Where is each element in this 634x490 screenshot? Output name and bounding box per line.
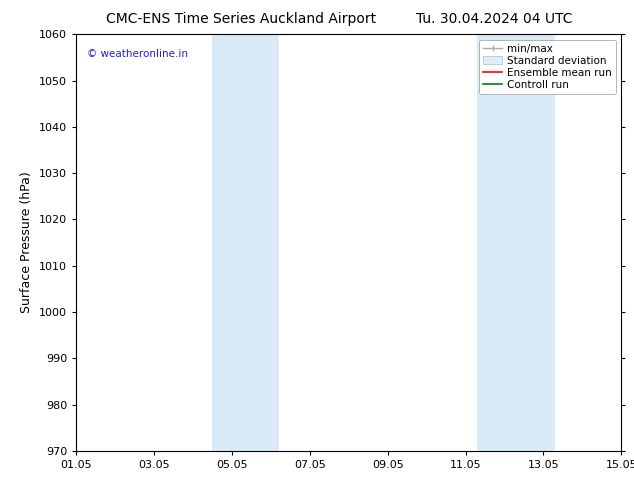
Bar [212, 34, 278, 451]
Y-axis label: Surface Pressure (hPa): Surface Pressure (hPa) [20, 172, 34, 314]
Bar [477, 34, 555, 451]
Text: © weatheronline.in: © weatheronline.in [87, 49, 188, 59]
Text: Tu. 30.04.2024 04 UTC: Tu. 30.04.2024 04 UTC [417, 12, 573, 26]
Text: CMC-ENS Time Series Auckland Airport: CMC-ENS Time Series Auckland Airport [106, 12, 376, 26]
Legend: min/max, Standard deviation, Ensemble mean run, Controll run: min/max, Standard deviation, Ensemble me… [479, 40, 616, 94]
